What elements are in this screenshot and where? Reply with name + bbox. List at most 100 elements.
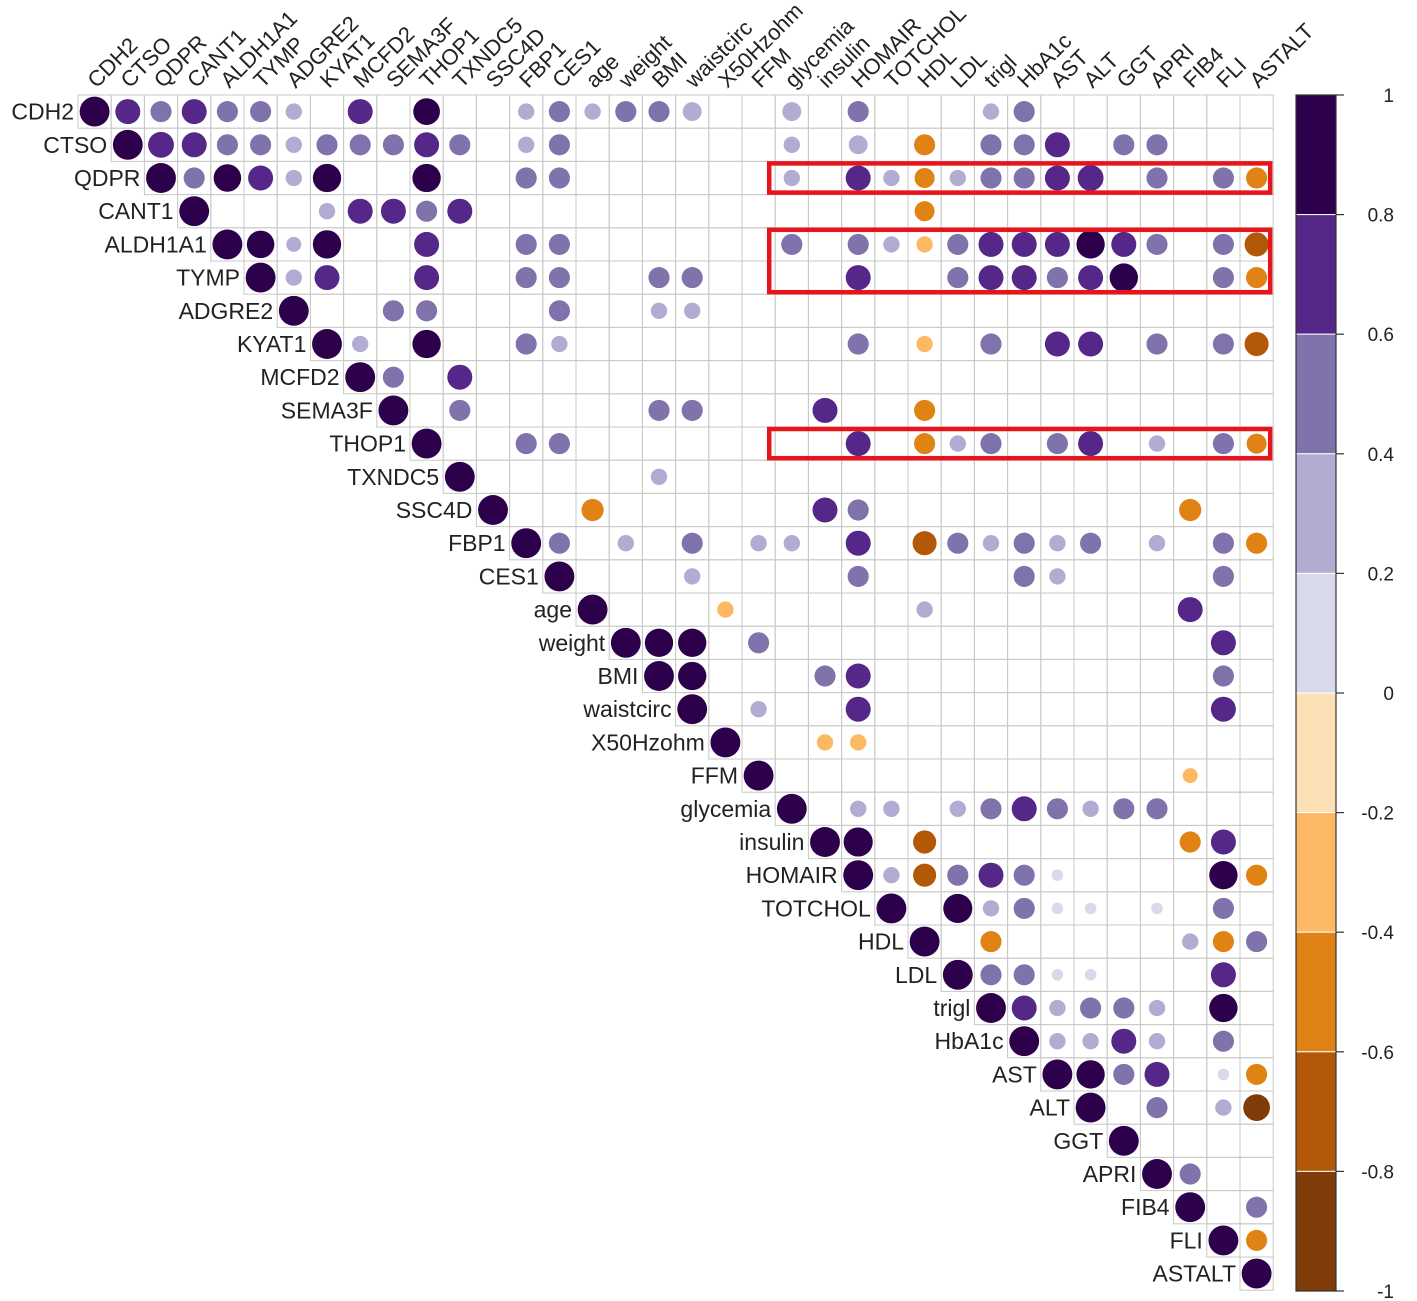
grid-cell (874, 260, 909, 295)
grid-cell (973, 393, 1009, 428)
grid-cell (509, 492, 544, 528)
circle-CANT1-TXNDC5 (447, 198, 473, 224)
circle-TYMP-ADGRE2 (285, 269, 302, 286)
grid-cell (1106, 824, 1141, 860)
circle-HbA1c-ALT (1082, 1033, 1099, 1050)
colorbar-tick-label: -0.4 (1361, 923, 1394, 944)
colorbar-tick-label: -1 (1377, 1282, 1394, 1301)
grid-cell (675, 459, 710, 494)
grid-cell (973, 625, 1009, 660)
column-label-ASTALT: ASTALT (1244, 18, 1318, 92)
grid-cell (907, 692, 942, 727)
grid-cell (1139, 957, 1175, 992)
circle-glycemia-glycemia (776, 793, 807, 824)
grid-cell (1239, 559, 1274, 594)
grid-cell (973, 758, 1009, 793)
grid-cell (774, 559, 809, 594)
circle-trigl-ALT (1080, 997, 1102, 1019)
circle-CDH2-HbA1c (1013, 101, 1035, 123)
colorbar-tick-label: 1 (1383, 86, 1394, 107)
grid-cell (1073, 94, 1108, 129)
grid-cell (940, 293, 975, 328)
grid-cell (1040, 293, 1075, 328)
grid-cell (575, 459, 610, 494)
circle-CES1-waistcirc (684, 568, 701, 585)
grid-cell (741, 194, 776, 229)
row-label-APRI: APRI (1083, 1161, 1137, 1187)
grid-cell (807, 360, 843, 395)
row-label-HOMAIR: HOMAIR (746, 862, 838, 888)
circle-TOTCHOL-APRI (1151, 902, 1163, 915)
highlight-box (766, 426, 1273, 461)
circle-FBP1-HbA1c (1013, 532, 1035, 554)
grid-cell (1073, 360, 1108, 395)
grid-cell (708, 127, 743, 162)
grid-cell (1106, 957, 1141, 992)
circle-CTSO-GGT (1113, 134, 1135, 156)
grid-cell (907, 293, 942, 328)
circle-CTSO-CTSO (112, 129, 143, 160)
grid-cell (1106, 459, 1141, 494)
grid-cell (509, 194, 544, 229)
grid-cell (475, 326, 511, 362)
grid-cell (575, 326, 610, 362)
grid-cell (973, 459, 1009, 494)
circle-QDPR-APRI (1146, 167, 1168, 189)
circle-ALDH1A1-KYAT1 (312, 230, 342, 259)
grid-cell (309, 293, 345, 328)
circle-ALT-APRI (1146, 1097, 1168, 1119)
grid-cell (940, 725, 975, 760)
circle-AST-ASTALT (1246, 1063, 1268, 1085)
grid-cell (1173, 160, 1208, 196)
circle-FBP1-APRI (1148, 535, 1166, 552)
grid-cell (1007, 658, 1042, 694)
circle-age-FIB4 (1177, 597, 1203, 623)
grid-cell (1139, 924, 1175, 959)
grid-cell (1106, 692, 1141, 727)
grid-cell (608, 326, 643, 362)
grid-cell (708, 459, 743, 494)
grid-cell (675, 426, 710, 461)
grid-cell (907, 94, 942, 129)
circle-KYAT1-FBP1 (515, 333, 537, 355)
circle-CES1-AST (1049, 568, 1066, 585)
circle-CDH2-weight (615, 101, 637, 123)
grid-cell (1173, 990, 1208, 1026)
grid-cell (1206, 1190, 1241, 1225)
grid-cell (774, 658, 809, 694)
circle-ALDH1A1-AST (1044, 231, 1070, 257)
grid-cell (575, 260, 610, 295)
grid-cell (774, 260, 809, 295)
circle-FBP1-waistcirc (681, 532, 703, 554)
circle-FBP1-LDL (947, 532, 969, 554)
grid-cell (1139, 94, 1175, 129)
grid-cell (542, 459, 577, 494)
grid-cell (774, 360, 809, 395)
circle-FBP1-FLI (1212, 532, 1234, 554)
grid-cell (940, 658, 975, 694)
grid-cell (608, 227, 643, 262)
circle-HbA1c-GGT (1111, 1028, 1137, 1054)
grid-cell (641, 426, 677, 461)
grid-cell (807, 127, 843, 162)
grid-cell (1007, 758, 1042, 793)
circle-waistcirc-FLI (1210, 696, 1236, 722)
grid-cell (1239, 360, 1274, 395)
grid-cell (608, 459, 643, 494)
grid-cell (1239, 758, 1274, 793)
grid-cell (1007, 625, 1042, 660)
row-label-TOTCHOL: TOTCHOL (761, 895, 871, 921)
grid-cell (1007, 360, 1042, 395)
grid-cell (774, 393, 809, 428)
circle-CDH2-ALDH1A1 (216, 101, 238, 123)
grid-cell (708, 426, 743, 461)
circle-TYMP-LDL (947, 267, 969, 289)
circle-SSC4D-SSC4D (478, 495, 508, 525)
circle-THOP1-FBP1 (515, 433, 537, 455)
circle-LDL-HbA1c (1013, 964, 1035, 986)
circle-X50Hzohm-HOMAIR (850, 734, 867, 751)
circle-CDH2-glycemia (782, 102, 802, 122)
circle-THOP1-HOMAIR (845, 431, 871, 457)
grid-cell (1173, 791, 1208, 826)
circle-FBP1-FBP1 (511, 528, 542, 559)
